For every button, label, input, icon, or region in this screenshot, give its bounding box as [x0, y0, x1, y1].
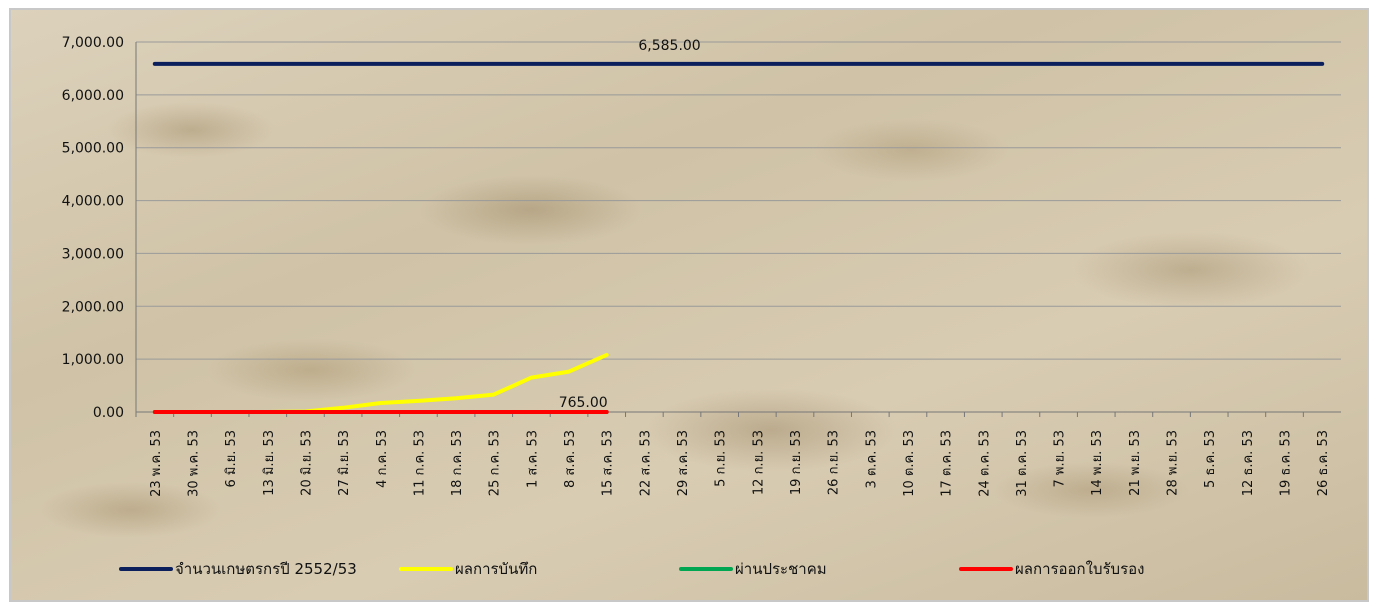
- x-tick-label: 8 ส.ค. 53: [563, 430, 578, 488]
- y-tick-label: 2,000.00: [62, 299, 124, 315]
- y-tick-label: 5,000.00: [62, 141, 124, 157]
- x-tick-label: 19 ก.ย. 53: [789, 430, 804, 495]
- x-tick-label: 6 มิ.ย. 53: [224, 430, 239, 488]
- x-tick-label: 29 ส.ค. 53: [676, 430, 691, 496]
- x-tick-label: 26 ก.ย. 53: [827, 430, 842, 495]
- y-tick-label: 4,000.00: [62, 194, 124, 210]
- data-label: 6,585.00: [638, 38, 700, 54]
- x-tick-label: 24 ต.ค. 53: [977, 430, 992, 497]
- x-tick-label: 22 ส.ค. 53: [638, 430, 653, 496]
- gridlines: [135, 41, 1341, 417]
- x-axis-ticks: 23 พ.ค. 53 30 พ.ค. 53 6 มิ.ย. 53 13 มิ.ย. 5…: [149, 430, 1331, 497]
- chart-frame: 0.00 1,000.00 2,000.00 3,000.00 4,000.00 5,00…: [9, 8, 1369, 602]
- x-tick-label: 4 ก.ค. 53: [375, 430, 390, 488]
- x-tick-label: 26 ธ.ค. 53: [1316, 430, 1331, 496]
- legend-label: ผลการบันทึก: [455, 560, 537, 578]
- series-lines: [152, 61, 1325, 414]
- x-tick-label: 23 พ.ค. 53: [149, 430, 164, 497]
- y-tick-label: 0.00: [93, 405, 124, 421]
- x-tick-label: 28 พ.ย. 53: [1166, 430, 1181, 496]
- x-tick-label: 12 ก.ย. 53: [751, 430, 766, 495]
- x-tick-label: 14 พ.ย. 53: [1090, 430, 1105, 496]
- y-axis-ticks: 0.00 1,000.00 2,000.00 3,000.00 4,000.00 5,00…: [62, 35, 124, 421]
- y-tick-label: 3,000.00: [62, 246, 124, 262]
- legend-label: ผ่านประชาคม: [735, 560, 827, 578]
- x-tick-label: 5 ธ.ค. 53: [1203, 430, 1218, 488]
- x-tick-label: 11 ก.ค. 53: [412, 430, 427, 496]
- x-tick-label: 20 มิ.ย. 53: [299, 430, 314, 496]
- y-tick-label: 7,000.00: [62, 35, 124, 51]
- x-tick-label: 17 ต.ค. 53: [940, 430, 955, 497]
- x-tick-label: 12 ธ.ค. 53: [1241, 430, 1256, 496]
- x-tick-label: 30 พ.ค. 53: [186, 430, 201, 497]
- x-tick-label: 31 ต.ค. 53: [1015, 430, 1030, 497]
- line-chart: 0.00 1,000.00 2,000.00 3,000.00 4,000.00 5,00…: [62, 35, 1341, 578]
- x-tick-label: 18 ก.ค. 53: [450, 430, 465, 496]
- legend-label: จำนวนเกษตรกรปี 2552/53: [175, 560, 357, 578]
- x-tick-label: 7 พ.ย. 53: [1053, 430, 1068, 488]
- series-line-1: [152, 352, 609, 414]
- x-tick-label: 13 มิ.ย. 53: [262, 430, 277, 496]
- x-tick-label: 3 ต.ค. 53: [864, 430, 879, 488]
- x-tick-label: 5 ก.ย. 53: [714, 430, 729, 487]
- x-tick-label: 27 มิ.ย. 53: [337, 430, 352, 496]
- data-label: 765.00: [559, 395, 608, 411]
- data-labels: 6,585.00 765.00: [559, 38, 701, 411]
- x-tick-label: 10 ต.ค. 53: [902, 430, 917, 497]
- x-tick-label: 15 ส.ค. 53: [601, 430, 616, 496]
- x-tick-label: 25 ก.ค. 53: [488, 430, 503, 496]
- legend-label: ผลการออกใบรับรอง: [1015, 560, 1144, 578]
- y-tick-label: 1,000.00: [62, 352, 124, 368]
- legend: จำนวนเกษตรกรปี 2552/53 ผลการบันทึก ผ่านประ…: [119, 560, 1144, 578]
- y-tick-label: 6,000.00: [62, 88, 124, 104]
- x-tick-label: 21 พ.ย. 53: [1128, 430, 1143, 496]
- x-tick-label: 1 ส.ค. 53: [525, 430, 540, 488]
- x-tick-label: 19 ธ.ค. 53: [1279, 430, 1294, 496]
